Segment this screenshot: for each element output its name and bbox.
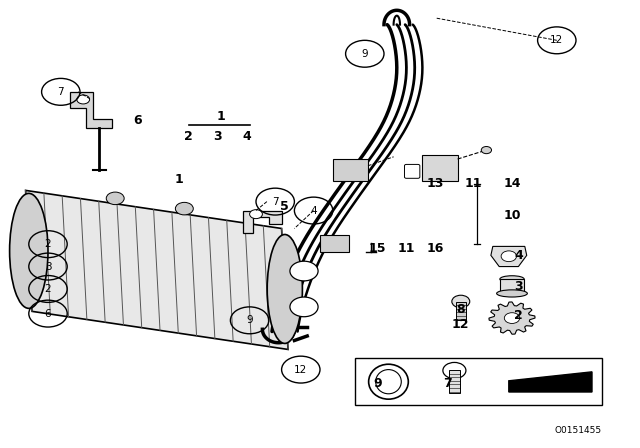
Text: 14: 14 [503, 177, 521, 190]
Bar [449, 370, 460, 393]
Polygon shape [489, 302, 535, 334]
Text: 11: 11 [465, 177, 483, 190]
Text: 11: 11 [397, 242, 415, 255]
Circle shape [290, 297, 318, 317]
Bar [333, 159, 368, 181]
Ellipse shape [369, 364, 408, 399]
Bar [320, 235, 349, 252]
Circle shape [77, 95, 90, 104]
Text: 3: 3 [45, 262, 51, 271]
Text: 3: 3 [514, 280, 523, 293]
Text: 9: 9 [246, 315, 253, 325]
Text: 4: 4 [242, 130, 251, 143]
Bar [422, 155, 458, 181]
Circle shape [175, 202, 193, 215]
Text: 12: 12 [550, 35, 563, 45]
Ellipse shape [268, 234, 303, 344]
Text: 7: 7 [444, 376, 452, 390]
FancyBboxPatch shape [404, 164, 420, 178]
Circle shape [290, 261, 318, 281]
Text: 7: 7 [272, 197, 278, 207]
Text: 5: 5 [280, 199, 289, 213]
Polygon shape [243, 211, 282, 233]
Text: 1: 1 [216, 110, 225, 123]
Circle shape [481, 146, 492, 154]
Circle shape [250, 210, 262, 219]
Text: 16: 16 [426, 242, 444, 255]
Text: 2: 2 [45, 284, 51, 294]
Text: 8: 8 [456, 302, 465, 316]
Ellipse shape [497, 290, 527, 297]
Text: 6: 6 [133, 114, 142, 128]
Circle shape [501, 251, 516, 262]
Text: 6: 6 [45, 309, 51, 319]
Text: 4: 4 [310, 206, 317, 215]
Text: 1: 1 [175, 172, 184, 186]
Text: 4: 4 [514, 249, 523, 262]
Polygon shape [26, 190, 288, 349]
Text: 2: 2 [184, 130, 193, 143]
Text: 9: 9 [373, 376, 382, 390]
Circle shape [504, 313, 520, 323]
Polygon shape [491, 246, 527, 267]
Text: 12: 12 [294, 365, 307, 375]
Bar [500, 279, 524, 293]
Polygon shape [70, 92, 112, 128]
Circle shape [106, 192, 124, 205]
Circle shape [452, 295, 470, 308]
Text: 13: 13 [426, 177, 444, 190]
Ellipse shape [500, 276, 524, 283]
Text: O0151455: O0151455 [554, 426, 602, 435]
Text: 15: 15 [369, 242, 387, 255]
Text: 2: 2 [45, 239, 51, 249]
Text: 12: 12 [452, 318, 470, 332]
Ellipse shape [376, 370, 401, 394]
Text: 3: 3 [213, 130, 222, 143]
Text: 10: 10 [503, 208, 521, 222]
Text: 9: 9 [362, 49, 368, 59]
Circle shape [443, 362, 466, 379]
Text: 7: 7 [58, 87, 64, 97]
Polygon shape [509, 372, 592, 392]
Ellipse shape [10, 194, 48, 308]
Bar [355, 358, 602, 405]
Text: 2: 2 [514, 309, 523, 323]
Bar [456, 302, 466, 320]
